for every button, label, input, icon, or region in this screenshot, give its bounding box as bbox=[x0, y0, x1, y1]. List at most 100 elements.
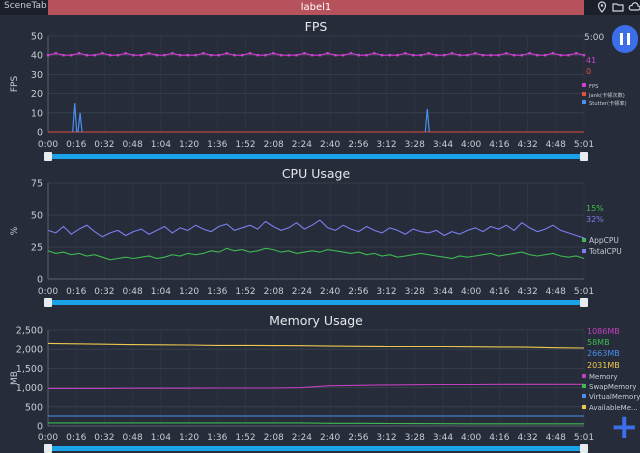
x-tick-label: 1:52 bbox=[235, 433, 255, 443]
fps-point bbox=[264, 54, 267, 57]
series-line-availableme- bbox=[47, 342, 585, 349]
y-tick-label: 10 bbox=[31, 108, 43, 119]
legend-label: TotalCPU bbox=[588, 247, 622, 256]
time-scrollbar[interactable] bbox=[48, 300, 584, 305]
scroll-handle-left[interactable] bbox=[44, 152, 52, 161]
fps-point bbox=[365, 54, 368, 57]
legend-swatch bbox=[582, 83, 586, 87]
y-tick-label: 30 bbox=[31, 70, 43, 81]
chart-title: Memory Usage bbox=[269, 313, 363, 328]
fps-point bbox=[124, 52, 127, 55]
fps-point bbox=[77, 52, 81, 55]
x-tick-label: 0:48 bbox=[123, 287, 143, 297]
fps-point bbox=[147, 52, 151, 55]
y-axis-label: FPS bbox=[10, 76, 20, 93]
x-tick-label: 1:52 bbox=[235, 287, 255, 297]
x-tick-label: 4:48 bbox=[546, 433, 566, 443]
current-value: 1086MB bbox=[587, 327, 620, 336]
x-tick-label: 0:48 bbox=[123, 433, 143, 443]
fps-point bbox=[481, 54, 485, 57]
chart-title: FPS bbox=[305, 19, 328, 34]
time-scrollbar[interactable] bbox=[48, 446, 584, 451]
x-tick-label: 4:48 bbox=[546, 140, 566, 150]
fps-point bbox=[536, 54, 539, 57]
fps-point bbox=[178, 54, 182, 57]
x-tick-label: 3:12 bbox=[376, 433, 396, 443]
fps-point bbox=[155, 54, 158, 57]
fps-point bbox=[357, 54, 360, 57]
location-icon[interactable] bbox=[596, 1, 608, 13]
fps-point bbox=[567, 54, 570, 57]
add-button[interactable]: + bbox=[610, 407, 639, 447]
y-tick-label: 1,000 bbox=[16, 383, 43, 394]
fps-point bbox=[101, 52, 104, 55]
pause-button[interactable] bbox=[612, 25, 638, 53]
fps-point bbox=[279, 54, 283, 57]
fps-point bbox=[575, 52, 578, 55]
x-tick-label: 4:32 bbox=[517, 287, 537, 297]
series-line-appcpu bbox=[47, 247, 585, 261]
fps-point bbox=[140, 54, 143, 57]
fps-point bbox=[241, 54, 244, 57]
fps-point bbox=[474, 52, 477, 55]
fps-point bbox=[108, 54, 112, 57]
scroll-handle-right[interactable] bbox=[580, 298, 588, 307]
x-tick-label: 0:16 bbox=[66, 140, 86, 150]
fps-point bbox=[559, 54, 562, 57]
fps-point bbox=[341, 54, 345, 57]
x-tick-label: 5:01 bbox=[574, 433, 594, 443]
fps-point bbox=[489, 54, 492, 57]
legend-label: VirtualMemory bbox=[589, 393, 640, 401]
y-axis-label: % bbox=[10, 226, 20, 235]
x-tick-label: 2:56 bbox=[348, 433, 368, 443]
x-tick-label: 2:40 bbox=[320, 433, 340, 443]
label-tab[interactable]: label1 bbox=[48, 0, 584, 15]
fps-point bbox=[505, 52, 508, 55]
scroll-handle-right[interactable] bbox=[580, 152, 588, 161]
x-tick-label: 1:36 bbox=[207, 287, 227, 297]
legend-label: Stutter(卡顿率) bbox=[589, 99, 627, 107]
x-tick-label: 1:52 bbox=[235, 140, 255, 150]
fps-point bbox=[427, 52, 430, 55]
x-tick-label: 2:40 bbox=[320, 140, 340, 150]
y-tick-label: 40 bbox=[31, 51, 43, 62]
y-tick-label: 2,000 bbox=[16, 345, 43, 356]
x-tick-label: 3:28 bbox=[405, 287, 425, 297]
x-tick-label: 1:36 bbox=[207, 140, 227, 150]
y-tick-label: 50 bbox=[31, 211, 43, 222]
x-tick-label: 2:24 bbox=[292, 140, 312, 150]
fps-point bbox=[256, 54, 259, 57]
fps-point bbox=[46, 54, 50, 57]
legend-swatch bbox=[582, 405, 586, 409]
scene-tab[interactable]: SceneTab bbox=[4, 1, 47, 11]
fps-point bbox=[85, 54, 89, 57]
fps-point bbox=[310, 54, 314, 57]
fps-point bbox=[435, 54, 438, 57]
scroll-handle-left[interactable] bbox=[44, 444, 52, 453]
y-tick-label: 75 bbox=[31, 179, 43, 190]
folder-icon[interactable] bbox=[612, 1, 624, 13]
fps-point bbox=[497, 54, 500, 57]
scroll-handle-left[interactable] bbox=[44, 298, 52, 307]
fps-point bbox=[373, 52, 376, 55]
fps-point bbox=[466, 54, 469, 57]
x-tick-label: 0:48 bbox=[123, 140, 143, 150]
fps-point bbox=[442, 54, 446, 57]
x-tick-label: 4:16 bbox=[489, 287, 509, 297]
fps-point bbox=[582, 54, 586, 57]
time-scrollbar[interactable] bbox=[48, 154, 584, 159]
x-tick-label: 0:16 bbox=[66, 433, 86, 443]
fps-point bbox=[326, 52, 329, 55]
fps-point bbox=[349, 52, 353, 55]
fps-point bbox=[116, 54, 120, 57]
scroll-handle-right[interactable] bbox=[580, 444, 588, 453]
fps-point bbox=[62, 54, 65, 57]
x-tick-label: 2:40 bbox=[320, 287, 340, 297]
y-axis-label: MB bbox=[10, 371, 20, 385]
fps-point bbox=[411, 54, 415, 57]
fps-point bbox=[551, 52, 555, 55]
current-value: 0 bbox=[586, 67, 591, 76]
legend-label: Memory bbox=[589, 373, 617, 381]
x-tick-label: 0:32 bbox=[94, 433, 114, 443]
x-tick-label: 1:20 bbox=[179, 287, 199, 297]
